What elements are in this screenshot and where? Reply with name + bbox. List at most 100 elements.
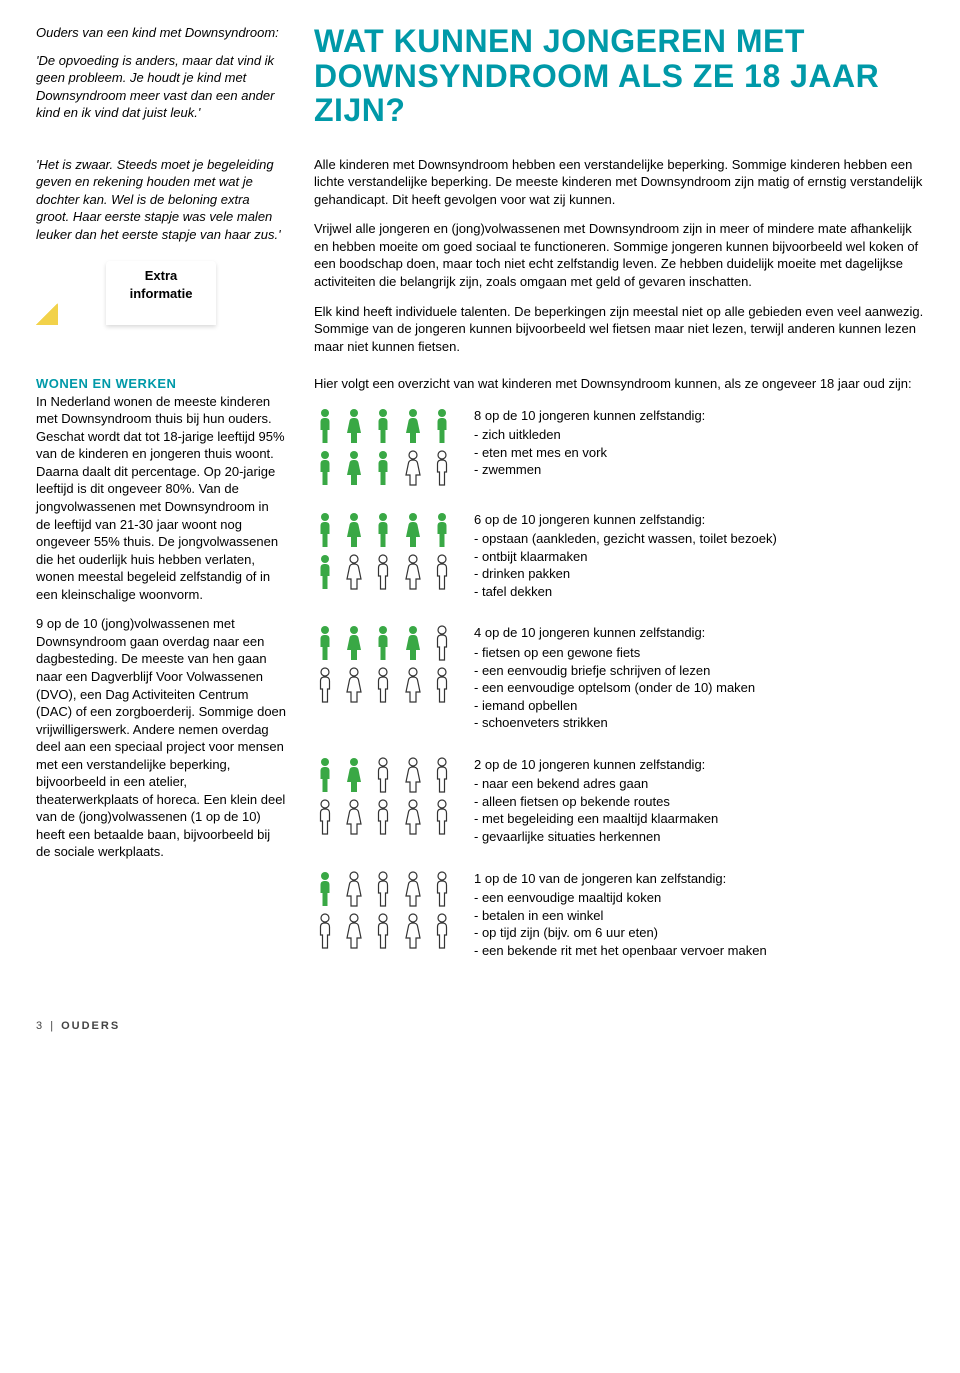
person-icon [343,666,365,704]
person-icon [314,511,336,549]
info-paragraph-1-text: In Nederland wonen de meeste kinderen me… [36,394,285,602]
person-icon [343,553,365,591]
person-icon [431,798,453,836]
ability-list-item: een eenvoudige maaltijd koken [474,889,924,907]
person-icon [343,624,365,662]
top-row: Ouders van een kind met Downsyndroom: 'D… [36,24,924,138]
ability-list-item: fietsen op een gewone fiets [474,644,924,662]
person-icon [314,624,336,662]
person-icon [402,407,424,445]
footer-section: OUDERS [61,1020,120,1032]
abilities-section: Hier volgt een overzicht van wat kindere… [314,375,924,983]
person-icon [314,798,336,836]
person-icon [343,756,365,794]
person-icon [343,449,365,487]
ability-list: opstaan (aankleden, gezicht wassen, toil… [474,530,924,600]
ability-list: een eenvoudige maaltijd kokenbetalen in … [474,889,924,959]
person-icon [372,798,394,836]
person-icon [314,407,336,445]
person-icon [431,756,453,794]
footer-separator: | [50,1020,53,1032]
person-icon [372,511,394,549]
ability-text: 8 op de 10 jongeren kunnen zelfstandig:z… [474,407,924,479]
person-icon [402,756,424,794]
ability-row: 8 op de 10 jongeren kunnen zelfstandig:z… [314,407,924,487]
person-icon [314,449,336,487]
ability-list-item: een eenvoudig briefje schrijven of lezen [474,662,924,680]
people-icon-grid [314,624,454,704]
person-icon [314,666,336,704]
third-row: WONEN EN WERKEN In Nederland wonen de me… [36,375,924,983]
ability-list: naar een bekend adres gaanalleen fietsen… [474,775,924,845]
ability-list-item: opstaan (aankleden, gezicht wassen, toil… [474,530,924,548]
person-icon [314,756,336,794]
ability-list-item: een eenvoudige optelsom (onder de 10) ma… [474,679,924,697]
extra-info-tab: Extra informatie [36,261,286,324]
ability-heading: 1 op de 10 van de jongeren kan zelfstand… [474,870,924,888]
ability-row: 4 op de 10 jongeren kunnen zelfstandig:f… [314,624,924,731]
ability-row: 1 op de 10 van de jongeren kan zelfstand… [314,870,924,960]
quote-header: Ouders van een kind met Downsyndroom: [36,24,286,42]
quote-block-2: 'Het is zwaar. Steeds moet je begeleidin… [36,156,286,367]
person-icon [372,870,394,908]
person-icon [343,407,365,445]
person-icon [343,511,365,549]
ability-list: zich uitkledeneten met mes en vorkzwemme… [474,426,924,479]
ability-list-item: drinken pakken [474,565,924,583]
page-title: WAT KUNNEN JONGEREN MET DOWNSYNDROOM ALS… [314,24,924,138]
person-icon [372,912,394,950]
ability-list-item: zwemmen [474,461,924,479]
ability-text: 6 op de 10 jongeren kunnen zelfstandig:o… [474,511,924,601]
extra-info-label: Extra informatie [106,261,216,324]
folded-corner-icon [36,303,58,325]
info-paragraph-1: WONEN EN WERKEN In Nederland wonen de me… [36,375,286,603]
person-icon [431,666,453,704]
person-icon [431,624,453,662]
person-icon [431,407,453,445]
person-icon [372,624,394,662]
ability-list-item: ontbijt klaarmaken [474,548,924,566]
person-icon [431,511,453,549]
ability-text: 2 op de 10 jongeren kunnen zelfstandig:n… [474,756,924,846]
person-icon [431,553,453,591]
ability-heading: 8 op de 10 jongeren kunnen zelfstandig: [474,407,924,425]
people-icon-grid [314,407,454,487]
ability-text: 1 op de 10 van de jongeren kan zelfstand… [474,870,924,960]
info-heading: WONEN EN WERKEN [36,376,176,391]
person-icon [402,553,424,591]
ability-text: 4 op de 10 jongeren kunnen zelfstandig:f… [474,624,924,731]
ability-heading: 6 op de 10 jongeren kunnen zelfstandig: [474,511,924,529]
abilities-container: 8 op de 10 jongeren kunnen zelfstandig:z… [314,407,924,959]
person-icon [343,870,365,908]
person-icon [402,511,424,549]
quote-1: 'De opvoeding is anders, maar dat vind i… [36,52,286,122]
ability-list-item: zich uitkleden [474,426,924,444]
ability-list-item: naar een bekend adres gaan [474,775,924,793]
people-icon-grid [314,511,454,591]
person-icon [372,666,394,704]
person-icon [402,798,424,836]
person-icon [372,407,394,445]
person-icon [402,870,424,908]
ability-list-item: eten met mes en vork [474,444,924,462]
person-icon [314,912,336,950]
people-icon-grid [314,756,454,836]
person-icon [314,553,336,591]
quote-2: 'Het is zwaar. Steeds moet je begeleidin… [36,156,286,244]
info-column: WONEN EN WERKEN In Nederland wonen de me… [36,375,286,983]
person-icon [431,449,453,487]
person-icon [402,666,424,704]
people-icon-grid [314,870,454,950]
ability-list-item: met begeleiding een maaltijd klaarmaken [474,810,924,828]
ability-list-item: gevaarlijke situaties herkennen [474,828,924,846]
person-icon [372,756,394,794]
person-icon [402,449,424,487]
ability-row: 6 op de 10 jongeren kunnen zelfstandig:o… [314,511,924,601]
person-icon [372,553,394,591]
info-paragraph-2: 9 op de 10 (jong)volwassenen met Downsyn… [36,615,286,861]
person-icon [431,870,453,908]
ability-list-item: iemand opbellen [474,697,924,715]
person-icon [343,798,365,836]
ability-list-item: op tijd zijn (bijv. om 6 uur eten) [474,924,924,942]
body-paragraph-2: Vrijwel alle jongeren en (jong)volwassen… [314,220,924,290]
